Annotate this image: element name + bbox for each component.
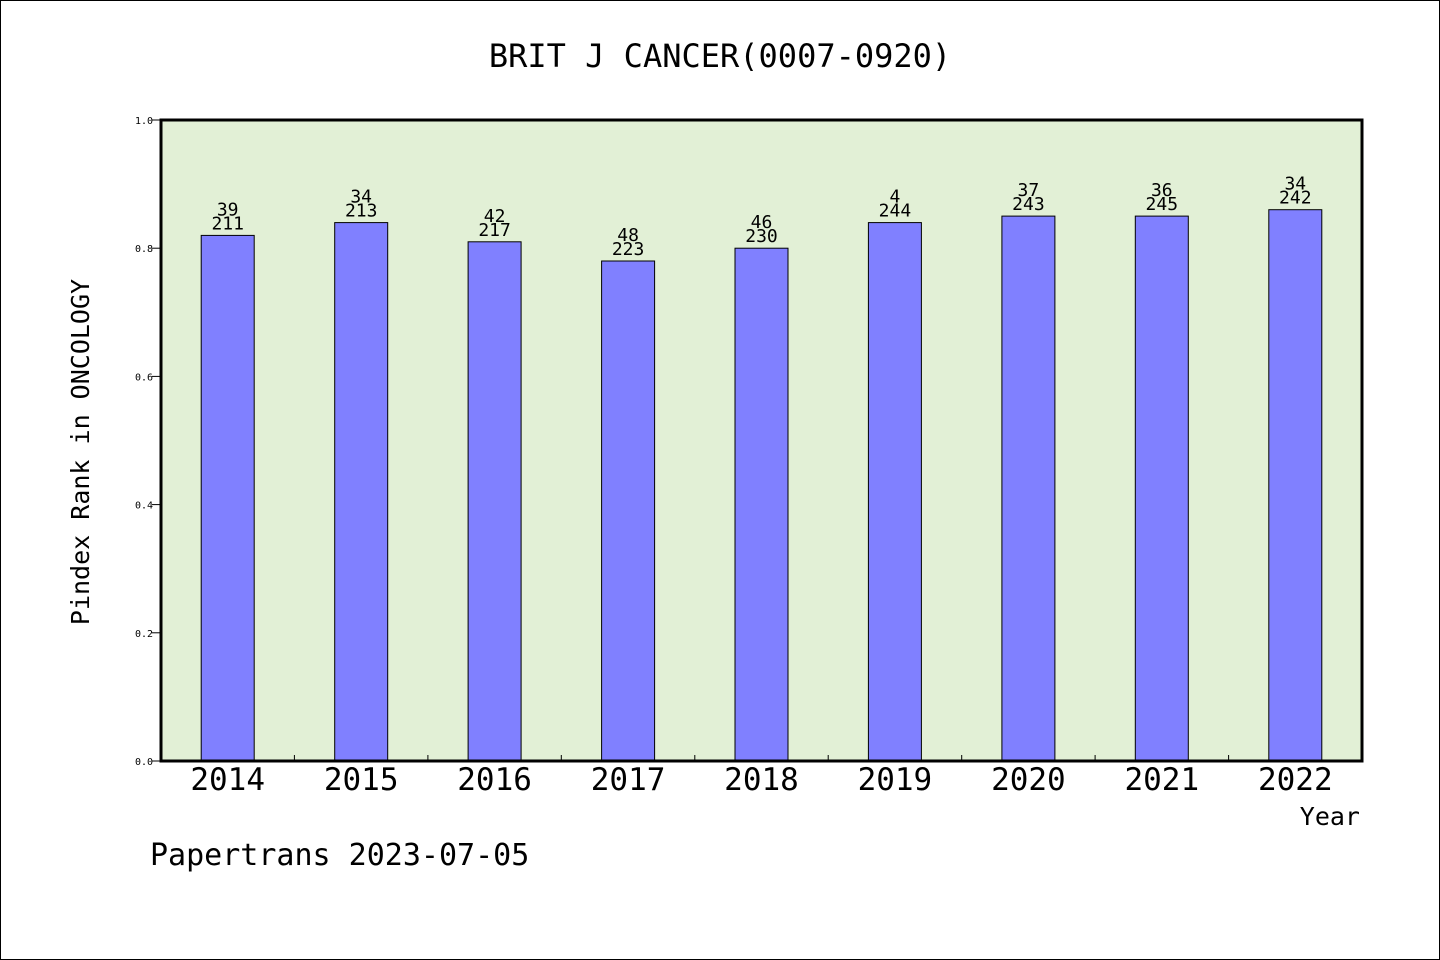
x-tick-label-2014: 2014	[190, 762, 265, 798]
bar-label-rank-2015: 34	[350, 187, 372, 208]
bar-label-count-2014: 211	[211, 213, 244, 234]
y-tick-label-0.8: 0.8	[135, 244, 153, 255]
bar-label-rank-2018: 46	[751, 212, 773, 233]
x-tick-label-2015: 2015	[324, 762, 399, 798]
x-axis-label: Year	[1300, 802, 1360, 831]
x-tick-label-2020: 2020	[991, 762, 1066, 798]
bar-label-count-2019: 244	[879, 201, 912, 222]
y-tick-label-0.0: 0.0	[135, 757, 153, 768]
bar-2015	[334, 222, 389, 762]
bar-label-count-2016: 217	[478, 220, 511, 241]
x-tick-label-2018: 2018	[724, 762, 799, 798]
bar-label-rank-2019: 4	[889, 187, 900, 208]
bar-2020	[1001, 215, 1056, 762]
footer-credit: Papertrans 2023-07-05	[150, 838, 529, 873]
x-tick-label-2022: 2022	[1258, 762, 1333, 798]
y-tick-label-1.0: 1.0	[135, 116, 153, 127]
bar-label-count-2022: 242	[1279, 188, 1312, 209]
bar-2019	[867, 222, 922, 762]
bars-layer	[200, 209, 1323, 762]
bar-label-rank-2014: 39	[217, 199, 239, 220]
x-tick-label-2017: 2017	[591, 762, 666, 798]
bar-2017	[601, 260, 656, 762]
bar-2018	[734, 247, 789, 762]
x-tick-label-2021: 2021	[1124, 762, 1199, 798]
bar-label-rank-2017: 48	[617, 225, 639, 246]
bar-label-count-2020: 243	[1012, 194, 1045, 215]
bar-label-count-2017: 223	[612, 239, 645, 260]
bar-2021	[1134, 215, 1189, 762]
bar-label-count-2018: 230	[745, 226, 778, 247]
y-tick-label-0.4: 0.4	[135, 501, 153, 512]
bar-label-count-2015: 213	[345, 201, 378, 222]
bar-label-rank-2016: 42	[484, 206, 506, 227]
chart-title: BRIT J CANCER(0007-0920)	[489, 37, 951, 75]
x-tick-label-2019: 2019	[858, 762, 933, 798]
y-axis-label: Pindex Rank in ONCOLOGY	[66, 279, 95, 625]
bar-label-rank-2021: 36	[1151, 180, 1173, 201]
bar-label-rank-2022: 34	[1284, 174, 1306, 195]
x-tick-label-2016: 2016	[457, 762, 532, 798]
bar-2022	[1268, 209, 1323, 762]
bar-2016	[467, 241, 522, 762]
y-tick-label-0.2: 0.2	[135, 629, 153, 640]
y-axis: 0.0 0.2 0.4 0.6 0.8 1.0	[135, 116, 161, 768]
x-axis: 2014 2015 2016 2017 2018 2019 2020 2021 2022	[190, 755, 1333, 798]
bar-label-count-2021: 245	[1146, 194, 1179, 215]
bar-label-rank-2020: 37	[1018, 180, 1040, 201]
y-tick-label-0.6: 0.6	[135, 372, 153, 383]
plot-border	[159, 118, 1364, 763]
bar-2014	[200, 234, 255, 762]
